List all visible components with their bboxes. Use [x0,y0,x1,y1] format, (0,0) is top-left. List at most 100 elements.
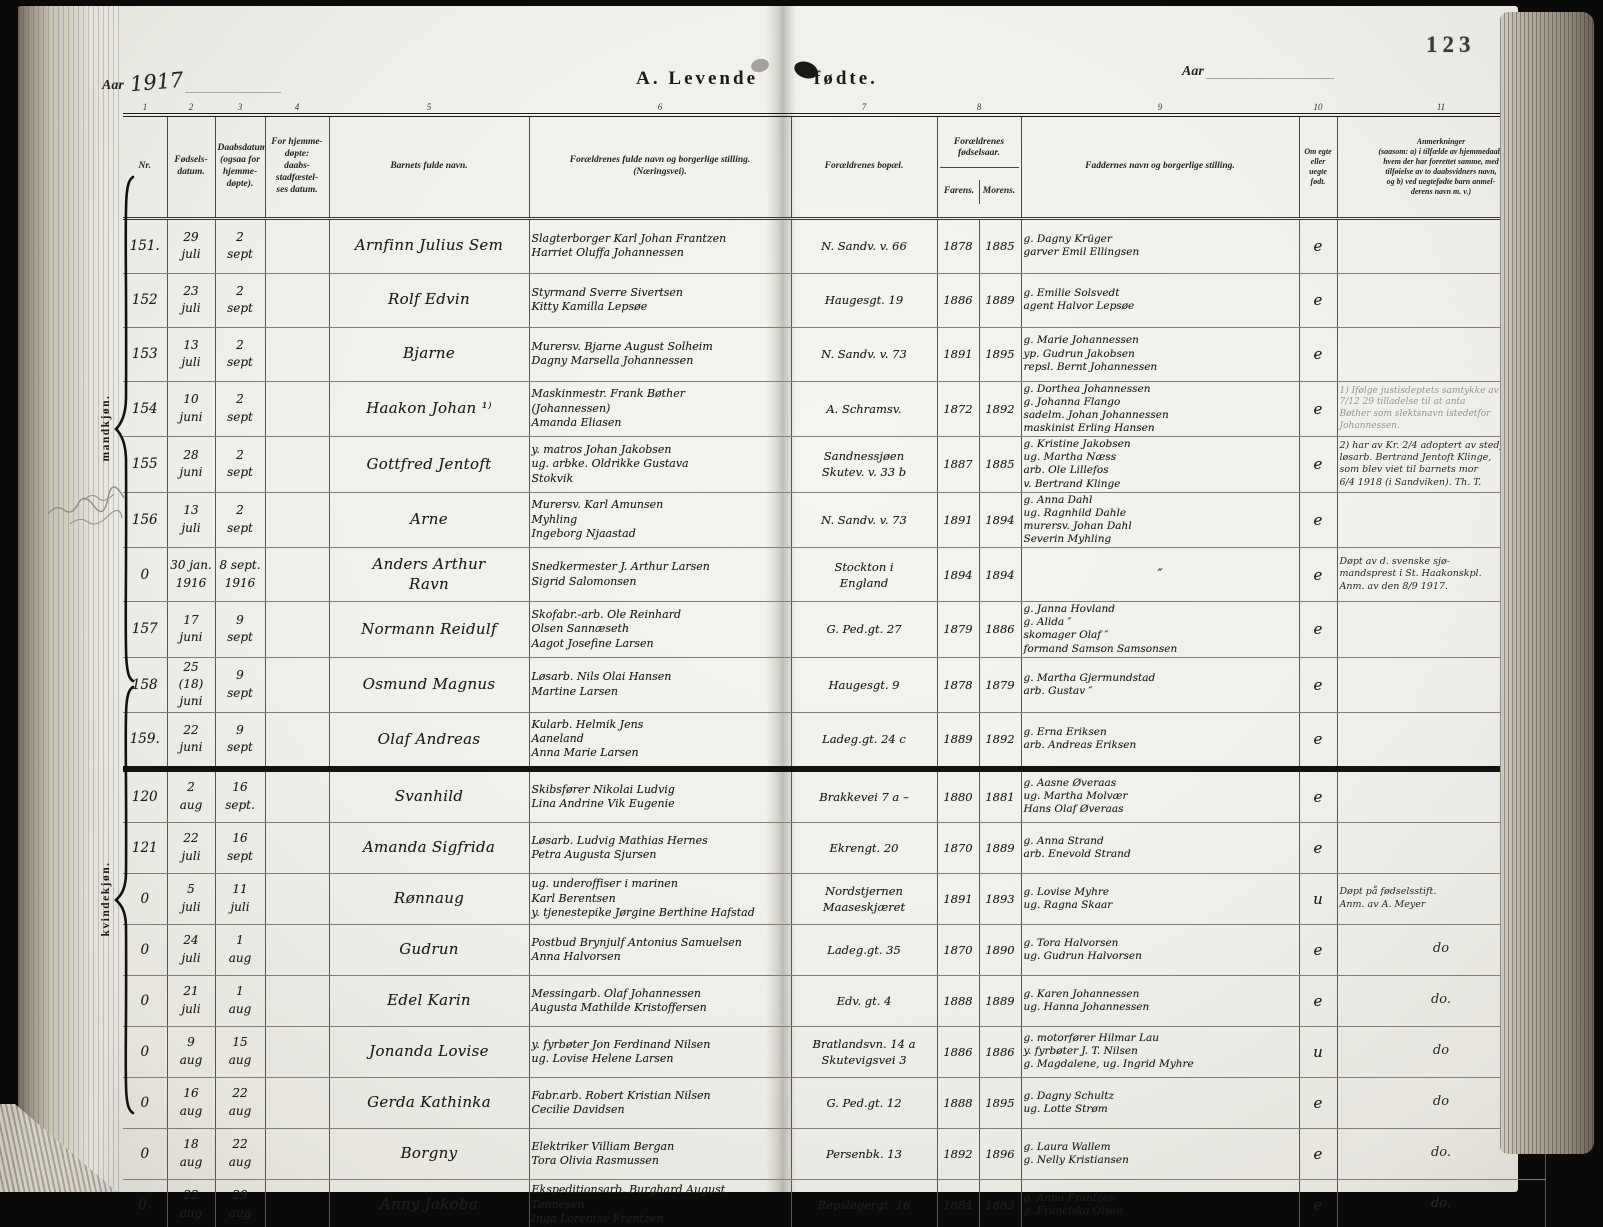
cell-father-year: 1888 [936,975,980,1027]
cell-mother-year: 1890 [978,924,1022,976]
cell-baptism-date: 22 aug [214,1128,266,1180]
cell-mother-year: 1885 [978,218,1022,274]
year-underline [1205,78,1334,79]
cell-home-baptism [264,657,330,713]
cell-father-year: 1892 [936,1128,980,1180]
register-row: 153 13 juli 2 sept Bjarne Murersv. Bjarn… [123,327,1546,382]
cell-father-year: 1872 [936,381,980,438]
cell-father-year: 1888 [936,1077,980,1129]
cell-residence: Sandnessjøen Skutev. v. 33 b [790,436,938,493]
header-sponsors: Faddernes navn og borgerlige stilling. [1020,115,1300,220]
cell-father-year: 1870 [936,924,980,976]
cell-home-baptism [264,1026,330,1078]
cell-legitimacy: e [1298,975,1338,1027]
cell-number: 158 [123,657,168,713]
cell-home-baptism [264,822,330,874]
cell-birth-date: 22 aug [166,1179,216,1227]
cell-parents: ug. underoffiser i marinen Karl Berentse… [528,873,792,925]
cell-child-name: Haakon Johan ¹⁾ [328,381,530,438]
cell-parents: Maskinmestr. Frank Bøther (Johannessen) … [528,381,792,438]
cell-parents: Kularb. Helmik Jens Aaneland Anna Marie … [528,712,792,770]
cell-home-baptism [264,218,330,274]
header-mother-year: Morens. [982,185,1016,196]
cell-birth-date: 23 juli [166,273,216,328]
register-row: 121 22 juli 16 sept Amanda Sigfrida Løsa… [123,822,1546,874]
register-row: 120 2 aug 16 sept. Svanhild Skibsfører N… [123,765,1546,823]
cell-baptism-date: 2 sept [214,218,266,274]
register-row: 0 9 aug 15 aug Jonanda Lovise y. fyrbøte… [123,1026,1546,1078]
register-row: 157 17 juni 9 sept Normann Reidulf Skofa… [123,601,1546,658]
cell-sponsors: g. Dorthea Johannessen g. Johanna Flango… [1020,381,1300,438]
cell-legitimacy: e [1298,381,1338,438]
cell-baptism-date: 16 sept [214,822,266,874]
column-number: 5 [329,96,529,117]
cell-number: 121 [123,822,168,874]
cell-sponsors: g. Janna Hovland g. Alida ″ skomager Ola… [1020,601,1300,658]
header-father-mother: Farens. Morens. [940,179,1019,204]
cell-baptism-date: 9 sept [214,712,266,770]
header-father-year: Farens. [940,179,980,204]
year-label: Aar [1182,64,1204,79]
cell-father-year: 1870 [936,822,980,874]
cell-home-baptism [264,924,330,976]
cell-number: 0. [123,1179,168,1227]
cell-mother-year: 1885 [978,436,1022,493]
cell-mother-year: 1895 [978,1077,1022,1129]
cell-legitimacy: e [1298,492,1338,549]
cell-parents: Slagterborger Karl Johan Frantzen Harrie… [528,218,792,274]
cell-child-name: Jonanda Lovise [328,1026,530,1078]
cell-birth-date: 24 juli [166,924,216,976]
column-number: 3 [215,96,265,117]
cell-residence: N. Sandv. v. 73 [790,492,938,549]
cell-number: 0 [123,873,168,925]
cell-father-year: 1887 [936,436,980,493]
cell-legitimacy: e [1298,1077,1338,1129]
right-page-edges [1500,12,1594,1154]
cell-sponsors: ″ [1020,547,1300,603]
cell-residence: Stockton i England [790,547,938,603]
cell-sponsors: g. Dagny Krüger garver Emil Ellingsen [1020,218,1300,274]
margin-pencil-scribble [47,486,125,525]
cell-baptism-date: 2 sept [214,327,266,382]
cell-child-name: Borgny [328,1128,530,1180]
cell-residence: A. Schramsv. [790,381,938,438]
register-row: 0 18 aug 22 aug Borgny Elektriker Villia… [123,1128,1546,1180]
cell-mother-year: 1879 [978,657,1022,713]
cell-residence: Ladeg.gt. 35 [790,924,938,976]
cell-child-name: Arne [328,492,530,549]
cell-father-year: 1878 [936,218,980,274]
cell-home-baptism [264,1077,330,1129]
cell-father-year: 1878 [936,657,980,713]
cell-mother-year: 1892 [978,381,1022,438]
cell-birth-date: 22 juni [166,712,216,770]
cell-sponsors: g. Anna Frantzen g. Franciska Olsen [1020,1179,1300,1227]
cell-sponsors: g. Tora Halvorsen ug. Gudrun Halvorsen [1020,924,1300,976]
column-number: 4 [265,96,329,117]
cell-child-name: Olaf Andreas [328,712,530,770]
cell-legitimacy: e [1298,327,1338,382]
cell-residence: Haugesgt. 19 [790,273,938,328]
cell-parents: Styrmand Sverre Sivertsen Kitty Kamilla … [528,273,792,328]
cell-mother-year: 1892 [978,712,1022,770]
cell-legitimacy: e [1298,1128,1338,1180]
cell-home-baptism [264,381,330,438]
cell-home-baptism [264,712,330,770]
column-numbers-row: 1 2 3 4 5 6 7 8 9 10 11 [123,96,1545,117]
cell-parents: Fabr.arb. Robert Kristian Nilsen Cecilie… [528,1077,792,1129]
cell-legitimacy: e [1298,218,1338,274]
cell-parents: Snedkermester J. Arthur Larsen Sigrid Sa… [528,547,792,603]
header-birth-date: Fødsels- datum. [166,115,216,220]
cell-baptism-date: 2 sept [214,492,266,549]
cell-parents: Murersv. Bjarne August Solheim Dagny Mar… [528,327,792,382]
cell-child-name: Arnfinn Julius Sem [328,218,530,274]
cell-baptism-date: 2 sept [214,273,266,328]
cell-mother-year: 1894 [978,547,1022,603]
cell-child-name: Amanda Sigfrida [328,822,530,874]
cell-child-name: Gerda Kathinka [328,1077,530,1129]
cell-residence: G. Ped.gt. 27 [790,601,938,658]
register-row: 159. 22 juni 9 sept Olaf Andreas Kularb.… [123,712,1546,770]
column-number: 6 [529,96,791,117]
cell-baptism-date: 1 aug [214,975,266,1027]
cell-residence: Repslagergt. 16 [790,1179,938,1227]
cell-sponsors: g. Aasne Øveraas ug. Martha Molvær Hans … [1020,765,1300,823]
